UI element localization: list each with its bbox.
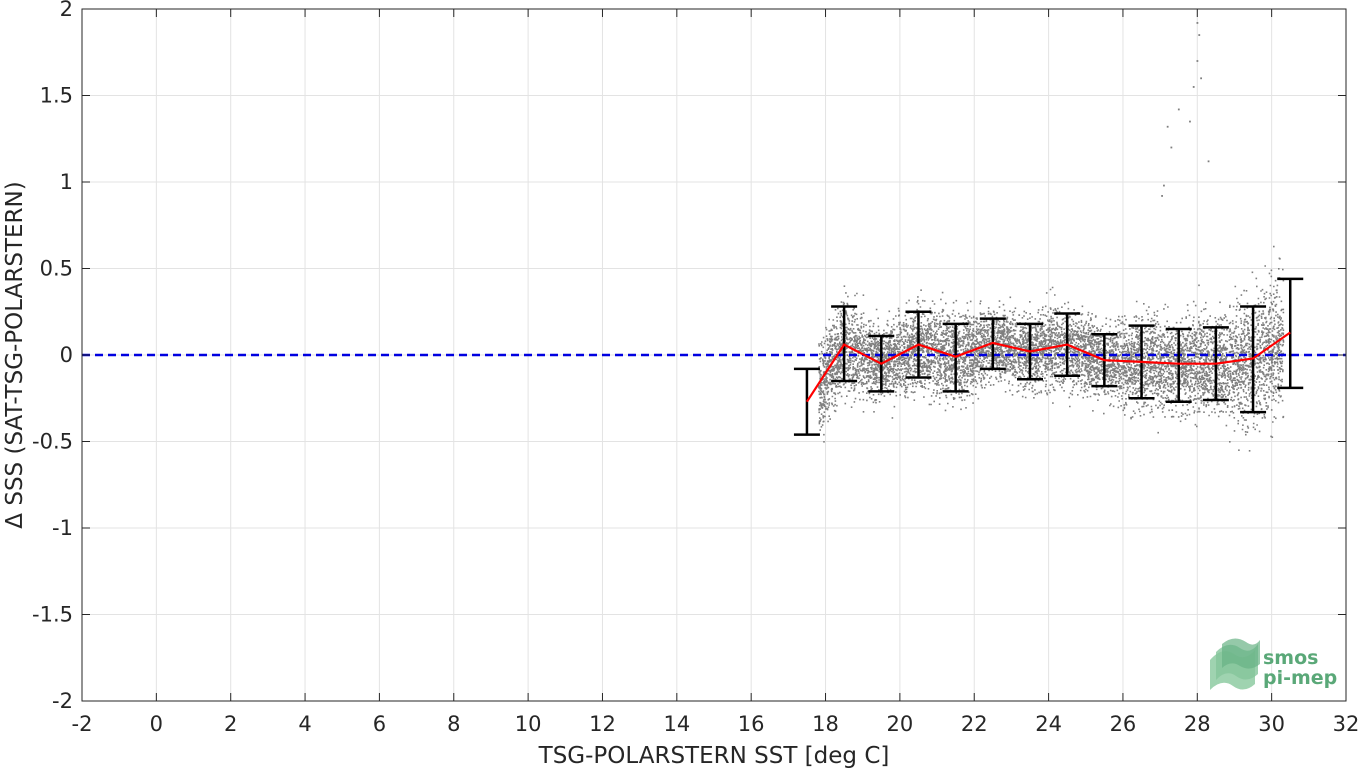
- scatter-outlier-point: [1196, 60, 1199, 62]
- x-tick-label: 6: [373, 712, 386, 736]
- x-tick-label: 22: [961, 712, 988, 736]
- x-tick-label: 12: [589, 712, 616, 736]
- y-tick-label: 0: [60, 343, 73, 367]
- scatter-outlier-point: [1161, 195, 1163, 197]
- x-tick-label: 26: [1110, 712, 1137, 736]
- y-tick-label: 1.5: [40, 84, 73, 108]
- y-tick-label: -1: [52, 516, 73, 540]
- scatter-outlier-point: [1166, 125, 1169, 128]
- x-tick-label: 4: [298, 712, 311, 736]
- x-axis-title: TSG-POLARSTERN SST [deg C]: [538, 743, 890, 769]
- x-tick-label: 14: [663, 712, 690, 736]
- x-tick-label: 20: [887, 712, 914, 736]
- scatter-outlier-point: [1207, 160, 1210, 163]
- y-tick-label: 2: [60, 0, 73, 21]
- scatter-outlier-point: [1163, 184, 1165, 187]
- logo-line1: smos: [1263, 647, 1318, 669]
- x-axis-ticks: -2 0 2 4 6 8 10 12 14 16 18 20 22 24 26 28 30 32: [72, 9, 1359, 736]
- y-tick-label: -2: [52, 689, 73, 713]
- smos-pi-mep-logo: smos pi-mep: [1210, 638, 1337, 690]
- y-axis-ticks: -2 -1.5 -1 -0.5 0 0.5 1 1.5 2: [32, 0, 1346, 713]
- y-axis-title: Δ SSS (SAT-TSG-POLARSTERN): [2, 181, 28, 528]
- scatter-outlier-point: [1177, 108, 1180, 111]
- x-tick-label: 24: [1035, 712, 1062, 736]
- x-tick-label: 18: [812, 712, 839, 736]
- logo-wave-icon: [1210, 638, 1260, 690]
- y-tick-label: 0.5: [40, 257, 73, 281]
- scatter-point-cloud: [818, 245, 1285, 452]
- x-tick-label: 0: [150, 712, 163, 736]
- scatter-outlier-point: [1192, 86, 1195, 88]
- scatter-outlier-point: [1189, 120, 1191, 123]
- logo-line2: pi-mep: [1263, 667, 1337, 689]
- x-tick-label: 16: [738, 712, 765, 736]
- error-bar: [1165, 327, 1192, 403]
- scatter-outlier-point: [1198, 34, 1201, 36]
- x-tick-label: 8: [447, 712, 460, 736]
- y-tick-label: -1.5: [32, 603, 73, 627]
- x-tick-label: 32: [1333, 712, 1359, 736]
- scatter-points: [818, 22, 1285, 452]
- x-tick-label: 28: [1184, 712, 1211, 736]
- x-tick-label: 10: [515, 712, 542, 736]
- mean-line: [805, 331, 1291, 403]
- x-tick-label: 30: [1258, 712, 1285, 736]
- y-tick-label: -0.5: [32, 430, 73, 454]
- x-tick-label: 2: [224, 712, 237, 736]
- scatter-outlier-point: [1196, 22, 1199, 24]
- scatter-outlier-point: [1200, 77, 1203, 80]
- x-tick-label: -2: [72, 712, 93, 736]
- scatter-outlier-point: [1170, 146, 1173, 149]
- y-tick-label: 1: [60, 170, 73, 194]
